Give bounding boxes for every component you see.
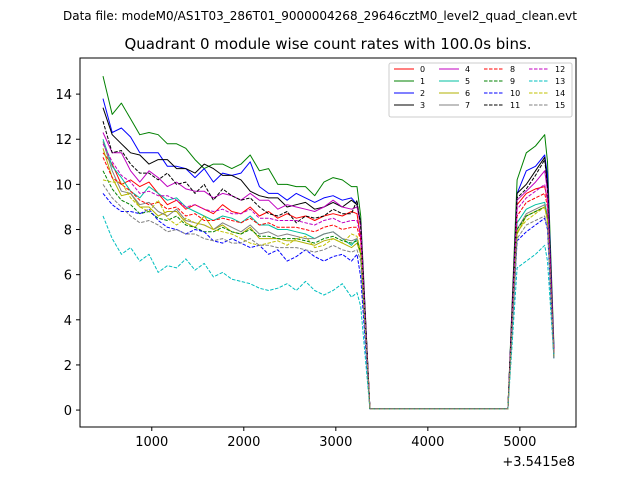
series-line-12: [102, 143, 555, 410]
legend-label-1: 1: [420, 77, 425, 86]
y-tick-label: 2: [64, 359, 72, 374]
chart-title: Quadrant 0 module wise count rates with …: [124, 35, 531, 53]
legend-label-7: 7: [465, 101, 470, 110]
x-offset-label: +3.5415e8: [502, 455, 575, 470]
series-line-15: [102, 184, 555, 410]
legend-label-12: 12: [555, 65, 565, 74]
x-axis: 1000 2000 3000 4000 5000: [135, 427, 536, 450]
legend-label-8: 8: [510, 65, 515, 74]
y-tick-label: 6: [64, 269, 72, 284]
series-line-14: [102, 179, 555, 410]
legend-label-15: 15: [555, 101, 565, 110]
x-tick-label: 4000: [411, 435, 444, 450]
y-tick-label: 12: [55, 133, 72, 148]
x-tick-label: 3000: [319, 435, 352, 450]
legend-label-5: 5: [465, 77, 470, 86]
legend-label-4: 4: [465, 65, 470, 74]
series-layer: [102, 75, 555, 410]
legend-label-13: 13: [555, 77, 565, 86]
legend-label-2: 2: [420, 89, 425, 98]
legend-label-14: 14: [555, 89, 565, 98]
x-tick-label: 1000: [135, 435, 168, 450]
series-line-10: [102, 193, 555, 410]
y-tick-label: 10: [55, 178, 72, 193]
legend-label-11: 11: [510, 101, 520, 110]
y-tick-label: 0: [64, 404, 72, 419]
legend-label-10: 10: [510, 89, 520, 98]
legend-label-9: 9: [510, 77, 515, 86]
figure-suptitle: Data file: modeM0/AS1T03_286T01_90000042…: [63, 9, 577, 23]
y-tick-label: 4: [64, 314, 72, 329]
legend-label-0: 0: [420, 65, 425, 74]
y-axis: 0 2 4 6 8 10 12 14: [55, 88, 80, 419]
legend-frame: [388, 62, 573, 118]
y-tick-label: 14: [55, 88, 72, 103]
y-tick-label: 8: [64, 224, 72, 239]
x-tick-label: 2000: [227, 435, 260, 450]
legend-label-3: 3: [420, 101, 425, 110]
legend-label-6: 6: [465, 89, 470, 98]
x-tick-label: 5000: [503, 435, 536, 450]
